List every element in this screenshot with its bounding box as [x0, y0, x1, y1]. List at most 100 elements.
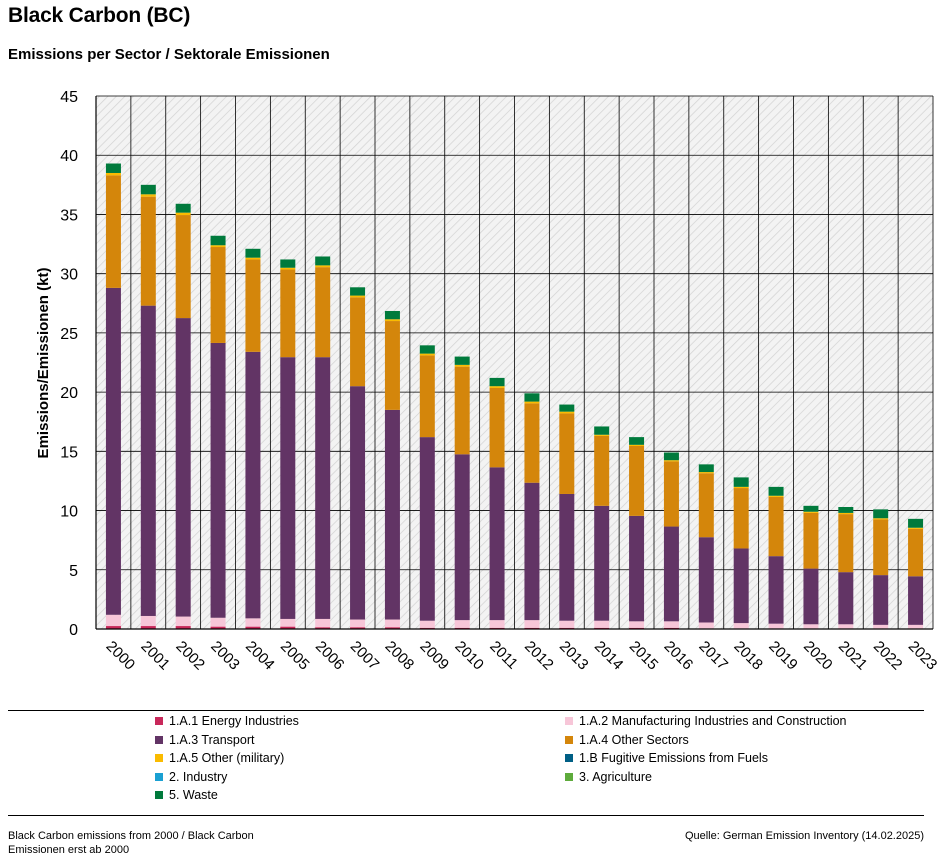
y-tick-label: 35: [60, 207, 78, 224]
bar-segment: [280, 357, 296, 619]
bar-segment: [873, 518, 889, 520]
bar-segment: [768, 556, 784, 624]
x-tick-label: 2012: [521, 638, 557, 674]
bar-segment: [733, 623, 749, 629]
legend-swatch: [155, 735, 163, 744]
page-title: Black Carbon (BC): [8, 4, 191, 27]
bar-segment: [524, 393, 540, 402]
bar-segment: [524, 620, 540, 628]
bar-segment: [105, 626, 121, 629]
bar-segment: [280, 626, 296, 629]
bar-segment: [733, 486, 749, 489]
x-tick-label: 2000: [103, 638, 139, 674]
bar-segment: [175, 212, 191, 216]
bar-segment: [524, 482, 540, 621]
bar-segment: [350, 295, 366, 298]
bar-segment: [768, 495, 784, 497]
bar-segment: [210, 342, 226, 618]
page-subtitle: Emissions per Sector / Sektorale Emissio…: [8, 46, 330, 63]
bar-segment: [210, 247, 226, 343]
bar-segment: [175, 626, 191, 629]
x-tick-label: 2003: [207, 638, 243, 674]
bar-segment: [768, 496, 784, 557]
legend-label: 1.B Fugitive Emissions from Fuels: [579, 751, 768, 765]
bar-segment: [245, 257, 261, 260]
bar-segment: [559, 493, 575, 621]
bar-segment: [524, 401, 540, 404]
bar-segment: [489, 377, 505, 387]
x-tick-label: 2013: [556, 638, 592, 674]
bar-segment: [315, 357, 331, 619]
bar-segment: [803, 568, 819, 625]
legend-item: 1.A.4 Other Sectors: [565, 733, 689, 747]
bar-segment: [524, 403, 540, 483]
bar-segment: [280, 259, 296, 268]
bar-segment: [803, 624, 819, 629]
x-tick-label: 2018: [730, 638, 766, 674]
bar-segment: [803, 505, 819, 512]
bar-segment: [663, 621, 679, 628]
bar-segment: [594, 620, 610, 628]
bar-segment: [698, 473, 714, 538]
bar-segment: [663, 461, 679, 527]
grid-lines: [95, 95, 934, 630]
x-tick-label: 2014: [591, 638, 627, 674]
bar-segment: [140, 305, 156, 616]
footer-source: Quelle: German Emission Inventory (14.02…: [684, 830, 924, 842]
bar-segment: [908, 518, 924, 528]
x-tick-label: 2004: [242, 638, 278, 674]
x-tick-label: 2007: [347, 638, 383, 674]
bar-segment: [908, 624, 924, 629]
bar-segment: [175, 616, 191, 627]
legend-item: 1.A.2 Manufacturing Industries and Const…: [565, 714, 847, 728]
bar-segment: [419, 437, 435, 621]
bar-segment: [315, 627, 331, 629]
legend-item: 1.B Fugitive Emissions from Fuels: [565, 751, 768, 765]
bar-segment: [559, 413, 575, 494]
legend-swatch: [565, 754, 573, 762]
bar-segment: [315, 265, 331, 268]
bar-segment: [419, 345, 435, 354]
bar-segment: [140, 194, 156, 197]
bar-segment: [559, 620, 575, 628]
bar-segment: [629, 515, 645, 622]
x-tick-label: 2021: [835, 638, 871, 674]
bar-segment: [594, 435, 610, 506]
legend-label: 1.A.3 Transport: [169, 732, 255, 747]
footer-note: Black Carbon emissions from 2000 / Black…: [8, 830, 254, 856]
bar-segment: [489, 467, 505, 621]
footer-rule: [8, 815, 924, 816]
legend-label: 1.A.1 Energy Industries: [169, 714, 299, 728]
legend-label: 1.A.2 Manufacturing Industries and Const…: [579, 714, 847, 728]
legend-label: 5. Waste: [169, 788, 218, 802]
y-tick-label: 15: [60, 444, 78, 461]
bar-segment: [105, 163, 121, 173]
bar-segment: [768, 486, 784, 496]
bar-segment: [908, 576, 924, 625]
bar-segment: [140, 184, 156, 195]
bar-segment: [105, 614, 121, 627]
bar-segment: [210, 235, 226, 246]
bar-segment: [210, 245, 226, 248]
bar-segment: [384, 310, 400, 320]
legend-item: 3. Agriculture: [565, 770, 652, 784]
bar-segment: [803, 511, 819, 513]
x-tick-label: 2020: [800, 638, 836, 674]
bar-segment: [280, 269, 296, 358]
y-tick-label: 40: [60, 148, 78, 165]
bar-segment: [873, 509, 889, 519]
bar-segment: [629, 437, 645, 445]
x-tick-label: 2015: [626, 638, 662, 674]
bar-segment: [873, 575, 889, 625]
bar-segment: [663, 526, 679, 622]
x-tick-label: 2017: [695, 638, 731, 674]
bar-segment: [629, 446, 645, 516]
legend-label: 3. Agriculture: [579, 769, 652, 784]
bar-segment: [803, 512, 819, 569]
bar-segment: [175, 215, 191, 319]
bar-segment: [454, 364, 470, 367]
bar-segment: [698, 472, 714, 474]
bar-segment: [245, 618, 261, 627]
bar-segment: [419, 353, 435, 356]
